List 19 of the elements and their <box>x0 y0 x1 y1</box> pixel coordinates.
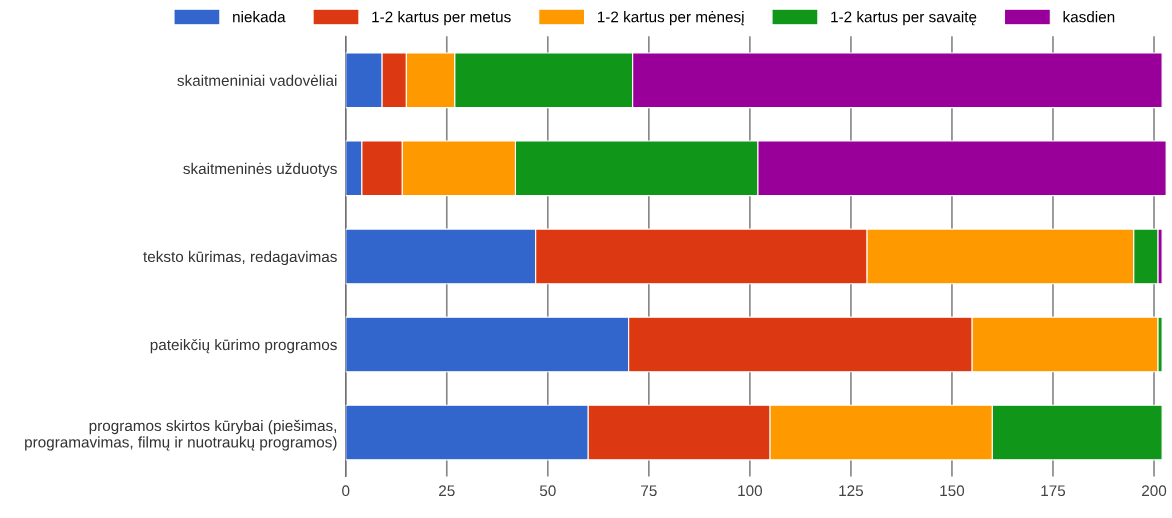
y-tick-label: teksto kūrimas, redagavimas <box>143 250 337 266</box>
x-tick-label: 200 <box>1142 485 1167 497</box>
legend-label: 1-2 kartus per savaitę <box>831 11 977 26</box>
x-tick-label: 75 <box>641 485 657 497</box>
y-tick-label: skaitmeninės užduotys <box>183 162 337 178</box>
x-tick-label: 25 <box>439 485 455 497</box>
legend-label: 1-2 kartus per metus <box>372 11 511 26</box>
y-tick-label: programos skirtos kūrybai (piešimas, programavimas, filmų ir nuotraukų programos) <box>25 419 337 451</box>
x-tick-label: 100 <box>738 485 763 497</box>
x-tick-label: 150 <box>940 485 965 497</box>
y-tick-label: skaitmeniniai vadovėliai <box>177 74 337 86</box>
x-tick-label: 50 <box>539 485 556 497</box>
legend-label: niekada <box>233 11 286 23</box>
x-tick-label: 175 <box>1041 485 1066 497</box>
x-tick-label: 0 <box>342 485 350 497</box>
legend-label: 1-2 kartus per mėnesį <box>597 11 744 26</box>
x-tick-label: 125 <box>839 485 864 497</box>
legend-label: kasdien <box>1063 11 1115 23</box>
y-tick-label: pateikčių kūrimo programos <box>150 338 337 354</box>
